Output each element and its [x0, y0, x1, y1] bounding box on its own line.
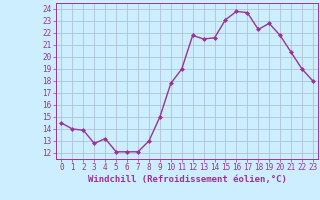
X-axis label: Windchill (Refroidissement éolien,°C): Windchill (Refroidissement éolien,°C)	[88, 175, 287, 184]
